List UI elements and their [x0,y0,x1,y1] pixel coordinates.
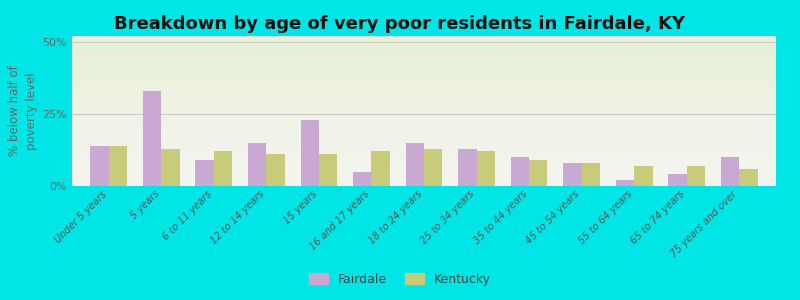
Bar [195,160,214,186]
Bar [739,169,758,186]
Bar [582,163,600,186]
Bar [529,160,547,186]
Text: Breakdown by age of very poor residents in Fairdale, KY: Breakdown by age of very poor residents … [114,15,686,33]
Bar [510,157,529,186]
Bar [109,146,127,186]
Y-axis label: % below half of
poverty level: % below half of poverty level [8,66,38,156]
Bar [406,143,424,186]
Legend: Fairdale, Kentucky: Fairdale, Kentucky [304,268,496,291]
Bar [634,166,653,186]
Bar [143,91,162,186]
Bar [668,175,686,186]
Bar [266,154,285,186]
Bar [248,143,266,186]
Bar [371,152,390,186]
Bar [319,154,338,186]
Bar [162,148,180,186]
Bar [214,152,232,186]
Bar [301,120,319,186]
Bar [424,148,442,186]
Bar [90,146,109,186]
Bar [686,166,705,186]
Bar [458,148,477,186]
Bar [477,152,495,186]
Bar [721,157,739,186]
Bar [563,163,582,186]
Bar [353,172,371,186]
Bar [616,180,634,186]
